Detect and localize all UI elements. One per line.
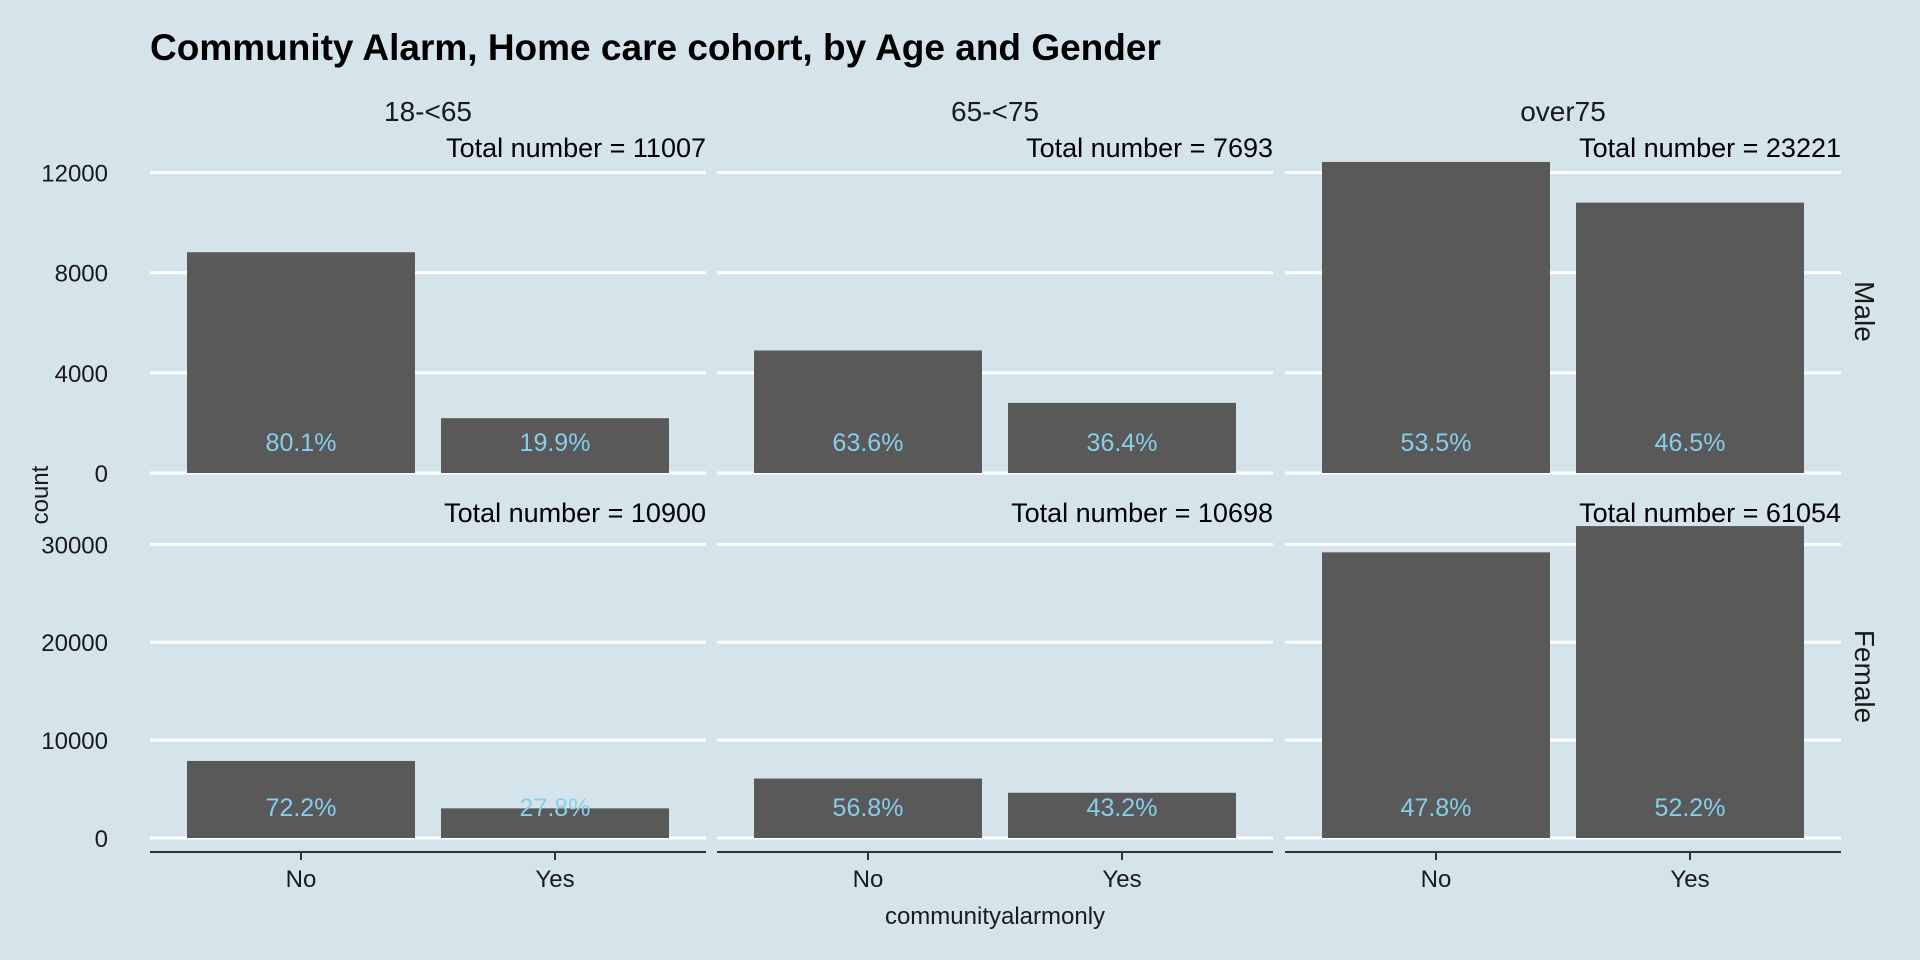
y-axis-title: count bbox=[27, 465, 54, 524]
column-strip-label: over75 bbox=[1520, 96, 1606, 127]
bar-yes bbox=[1576, 202, 1804, 473]
percent-label: 46.5% bbox=[1655, 429, 1726, 457]
bar-no bbox=[187, 252, 415, 473]
column-strip-label: 18-<65 bbox=[384, 96, 472, 127]
bar-yes bbox=[1008, 792, 1236, 838]
bar-no bbox=[1322, 552, 1550, 838]
total-number-label: Total number = 10900 bbox=[444, 498, 706, 528]
x-tick-label: No bbox=[1421, 866, 1452, 893]
y-tick-label: 8000 bbox=[55, 261, 108, 288]
percent-label: 36.4% bbox=[1087, 429, 1158, 457]
percent-label: 52.2% bbox=[1655, 794, 1726, 822]
total-number-label: Total number = 23221 bbox=[1579, 133, 1841, 163]
bar-no bbox=[187, 760, 415, 838]
y-tick-label: 10000 bbox=[41, 728, 108, 755]
percent-label: 19.9% bbox=[520, 429, 591, 457]
bar-yes bbox=[1576, 526, 1804, 838]
y-tick-label: 20000 bbox=[41, 630, 108, 657]
row-strip-label: Male bbox=[1849, 281, 1880, 342]
percent-label: 27.8% bbox=[520, 794, 591, 822]
total-number-label: Total number = 7693 bbox=[1026, 133, 1273, 163]
x-tick-label: Yes bbox=[1670, 866, 1709, 893]
chart-title: Community Alarm, Home care cohort, by Ag… bbox=[150, 27, 1161, 68]
bar-yes bbox=[1008, 402, 1236, 473]
y-tick-label: 30000 bbox=[41, 532, 108, 559]
bar-no bbox=[1322, 161, 1550, 473]
percent-label: 43.2% bbox=[1087, 794, 1158, 822]
bar-yes bbox=[441, 418, 669, 473]
percent-label: 53.5% bbox=[1401, 429, 1472, 457]
row-strip-label: Female bbox=[1849, 630, 1880, 723]
x-tick-label: Yes bbox=[1102, 866, 1141, 893]
x-axis-title: communityalarmonly bbox=[885, 903, 1105, 930]
y-tick-label: 12000 bbox=[41, 161, 108, 188]
percent-label: 47.8% bbox=[1401, 794, 1472, 822]
y-tick-label: 4000 bbox=[55, 361, 108, 388]
facet-panels: 0 4000 8000 12000 Male 80.1% 19.9% Total number… bbox=[41, 96, 1880, 893]
bar-yes bbox=[441, 808, 669, 838]
bar-no bbox=[754, 350, 982, 473]
y-tick-label: 0 bbox=[95, 826, 108, 853]
y-tick-label: 0 bbox=[95, 461, 108, 488]
percent-label: 72.2% bbox=[266, 794, 337, 822]
percent-label: 80.1% bbox=[266, 429, 337, 457]
total-number-label: Total number = 61054 bbox=[1579, 498, 1841, 528]
total-number-label: Total number = 10698 bbox=[1011, 498, 1273, 528]
percent-label: 56.8% bbox=[833, 794, 904, 822]
x-tick-label: Yes bbox=[535, 866, 574, 893]
x-tick-label: No bbox=[286, 866, 317, 893]
x-tick-label: No bbox=[853, 866, 884, 893]
percent-label: 63.6% bbox=[833, 429, 904, 457]
total-number-label: Total number = 11007 bbox=[446, 133, 706, 163]
bar-no bbox=[754, 778, 982, 838]
column-strip-label: 65-<75 bbox=[951, 96, 1039, 127]
